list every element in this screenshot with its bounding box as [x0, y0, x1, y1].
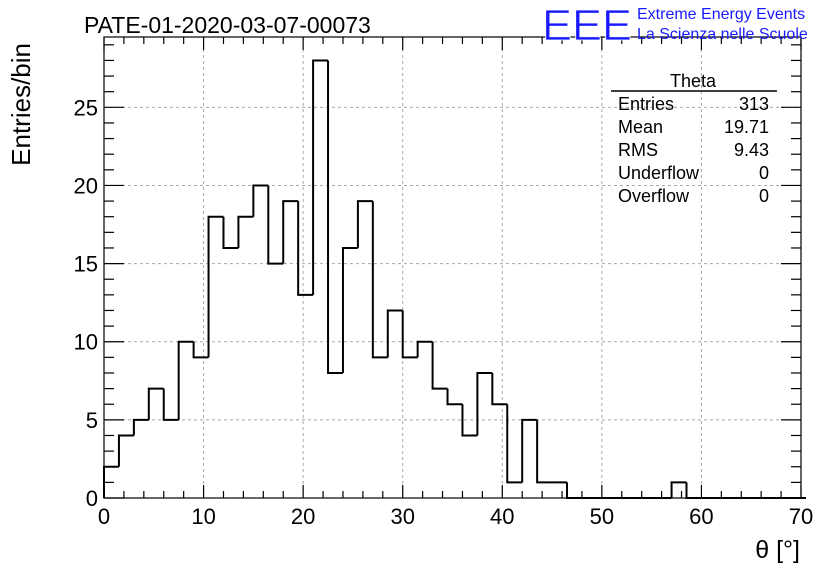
histogram-bin — [446, 388, 463, 406]
histogram-bin — [267, 185, 284, 265]
histogram-bin — [506, 404, 523, 484]
y-tick-label: 10 — [74, 330, 98, 355]
histogram-bin — [282, 200, 299, 264]
histogram-bin — [356, 200, 373, 248]
histogram-bin — [192, 341, 209, 359]
histogram-bin — [670, 481, 687, 498]
histogram-bin — [341, 246, 358, 373]
x-tick-label: 40 — [490, 504, 514, 529]
stats-row-value: 0 — [759, 163, 769, 183]
y-tick-label: 15 — [74, 252, 98, 277]
histogram-bin — [297, 201, 314, 296]
plot-frame — [103, 36, 802, 499]
histogram-bars — [103, 59, 806, 499]
histogram-bin — [416, 340, 433, 358]
x-tick-label: 20 — [291, 504, 315, 529]
histogram-bin — [461, 404, 478, 437]
histogram-bin — [566, 482, 582, 499]
stats-row-value: 19.71 — [724, 117, 769, 137]
y-tick-label: 0 — [86, 486, 98, 511]
x-tick-label: 0 — [98, 504, 110, 529]
histogram-bin — [401, 310, 418, 359]
histogram-bin — [536, 419, 553, 484]
stats-row-value: 313 — [739, 94, 769, 114]
stats-row-label: Entries — [618, 94, 674, 114]
histogram-bin — [371, 201, 388, 359]
stats-row-label: Overflow — [618, 186, 690, 206]
x-axis-label: θ [°] — [755, 536, 800, 564]
stats-box: Theta Entries 313 Mean 19.71 RMS 9.43 Underflo… — [611, 71, 777, 206]
x-tick-label: 10 — [191, 504, 215, 529]
chart-title: PATE-01-2020-03-07-00073 — [84, 12, 371, 38]
histogram-bin — [431, 341, 448, 390]
histogram-bin — [312, 59, 329, 295]
x-tick-label: 60 — [689, 504, 713, 529]
eee-logo: EEE Extreme Energy Events La Scienza nel… — [542, 1, 808, 51]
histogram-bin — [386, 309, 403, 358]
histogram-bin — [476, 371, 493, 436]
x-tick-label: 70 — [789, 504, 813, 529]
x-tick-label: 30 — [390, 504, 414, 529]
histogram-bin — [117, 434, 134, 467]
histogram-bin — [207, 215, 224, 358]
y-tick-labels: 0 5 10 15 20 25 — [74, 95, 98, 511]
histogram-bin — [521, 418, 538, 483]
stats-row-label: Mean — [618, 117, 663, 137]
stats-row-value: 9.43 — [734, 140, 769, 160]
logo-line-2: La Scienza nelle Scuole — [637, 26, 808, 43]
y-axis-label: Entries/bin — [6, 43, 36, 166]
histogram-bin — [162, 388, 179, 421]
histogram-bin — [252, 184, 269, 217]
stats-row-label: Underflow — [618, 163, 700, 183]
x-tick-labels: 0 10 20 30 40 50 60 70 — [98, 504, 813, 529]
stats-row-label: RMS — [618, 140, 658, 160]
histogram-bin — [177, 340, 194, 420]
histogram-bin — [685, 482, 702, 499]
y-tick-label: 20 — [74, 173, 98, 198]
logo-line-1: Extreme Energy Events — [637, 6, 805, 23]
histogram-bin — [237, 215, 254, 248]
stats-row-value: 0 — [759, 186, 769, 206]
y-tick-label: 5 — [86, 408, 98, 433]
histogram-bin — [222, 216, 239, 249]
grid-lines — [104, 37, 801, 498]
histogram-bin — [491, 372, 508, 406]
histogram-bin — [147, 387, 164, 420]
logo-eee-text: EEE — [542, 1, 632, 50]
x-tick-label: 50 — [590, 504, 614, 529]
axis-ticks — [103, 37, 802, 499]
stats-title: Theta — [670, 71, 717, 91]
stats-rows: Entries 313 Mean 19.71 RMS 9.43 Underflow 0 Over… — [618, 94, 769, 206]
histogram-bin — [132, 418, 149, 436]
y-tick-label: 25 — [74, 95, 98, 120]
histogram-bin — [327, 60, 343, 374]
